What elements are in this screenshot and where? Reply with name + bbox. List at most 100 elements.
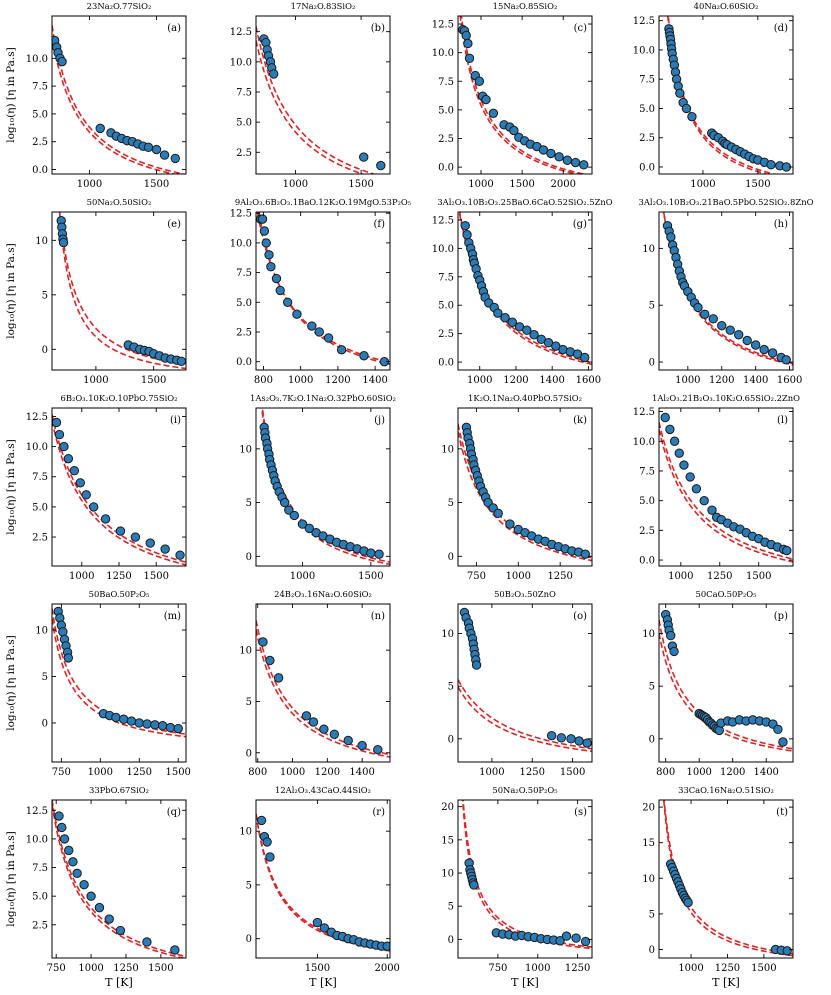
data-point (165, 722, 176, 733)
panel-s: 50Na₂O.50P₂O₅ (s) 750 1000 1250 0 5 10 15 20 T [K] (441, 785, 593, 989)
x-tick-label: 1200 (709, 375, 734, 386)
data-point (683, 897, 693, 908)
panel-label: (h) (774, 219, 788, 230)
x-tick-label: 2000 (551, 179, 576, 190)
x-tick-label: 2000 (374, 963, 399, 974)
x-tick-label: 1250 (106, 571, 131, 582)
fit-curve (458, 431, 592, 562)
data-point (469, 880, 479, 890)
data-point (570, 157, 581, 168)
data-point (580, 936, 591, 947)
data-point (546, 148, 556, 159)
data-point (314, 327, 324, 337)
x-tick-label: 1200 (315, 767, 340, 778)
panel-f: 9Al₂O₃.6B₂O₃.1BaO.12K₂O.19MgO.53P₂O₅ (f) 8… (230, 197, 412, 386)
data-point (159, 150, 170, 160)
data-point (374, 549, 384, 559)
x-tick-label: 1250 (520, 767, 545, 778)
x-tick-label: 1000 (506, 571, 531, 582)
panel-g: 3Al₂O₃.10B₂O₃.25BaO.6CaO.52SiO₂.5ZnO (g) 1… (432, 197, 613, 386)
data-point (130, 532, 141, 542)
data-point (493, 308, 503, 318)
x-tick-label: 1400 (362, 375, 387, 386)
data-point (68, 857, 78, 867)
panel-label: (i) (170, 415, 181, 426)
data-point (273, 673, 284, 683)
plot-frame (51, 407, 187, 567)
panel-label: (q) (167, 807, 181, 818)
panel-label: (k) (573, 415, 587, 426)
y-tick-label: 2.5 (236, 327, 252, 338)
x-tick-label: 800 (254, 375, 273, 386)
y-tick-label: 7.5 (236, 268, 252, 279)
y-axis-label: log₁₀(η) [η in Pa.s] (5, 831, 17, 927)
data-point (343, 735, 353, 746)
panel-label: (p) (774, 611, 788, 622)
y-tick-label: 0 (649, 734, 655, 745)
plot-frame (658, 211, 794, 371)
plot-frame (457, 799, 593, 959)
data-point (175, 550, 185, 560)
x-tick-label: 1000 (686, 767, 711, 778)
x-tick-label: 750 (47, 963, 66, 974)
y-tick-label: 7.5 (438, 77, 454, 88)
y-tick-label: 2.5 (32, 533, 48, 544)
data-point (357, 740, 367, 751)
data-point (265, 655, 275, 666)
data-point (750, 340, 761, 350)
data-point (69, 466, 80, 476)
data-point (54, 429, 65, 440)
panel-title: 50CaO.50P₂O₅ (696, 589, 758, 599)
data-point (297, 519, 308, 529)
data-point (271, 273, 282, 284)
x-tick-label: 1000 (668, 571, 693, 582)
data-point (307, 321, 317, 331)
fit-curve (58, 212, 186, 370)
x-tick-label: 1500 (141, 375, 166, 386)
y-tick-label: 10 (642, 244, 655, 255)
data-point (63, 453, 74, 464)
data-point (115, 526, 126, 536)
panel-title: 15Na₂O.85SiO₂ (493, 1, 558, 11)
data-point (505, 519, 515, 529)
data-point (319, 724, 329, 734)
y-tick-label: 10.0 (230, 57, 252, 68)
x-tick-label: 1250 (715, 963, 740, 974)
panel-j: 1As₂O₃.7K₂O.1Na₂O.32PbO.60SiO₂ (j) 1000 150… (239, 393, 396, 582)
y-tick-label: 12.5 (633, 16, 655, 27)
y-tick-label: 2.5 (236, 148, 252, 159)
y-tick-label: 0 (448, 552, 454, 563)
data-point (675, 88, 685, 98)
y-tick-label: 2.5 (32, 920, 48, 931)
x-tick-label: 750 (488, 963, 507, 974)
x-tick-label: 1500 (509, 179, 534, 190)
data-point (666, 232, 676, 242)
data-point (118, 714, 129, 724)
data-point (145, 538, 155, 548)
panel-t: 33CaO.16Na₂O.51SiO₂ (t) 1000 1250 1500 0 5 10 15… (642, 785, 794, 989)
x-tick-label: 1500 (305, 963, 330, 974)
panel-label: (j) (374, 415, 385, 426)
data-point (64, 845, 74, 856)
data-point (556, 733, 567, 743)
data-point (312, 917, 323, 928)
data-point (258, 637, 268, 647)
data-point (767, 348, 778, 358)
panel-title: 40Na₂O.60SiO₂ (694, 1, 759, 11)
y-tick-label: 0.0 (639, 162, 655, 173)
data-point (708, 314, 718, 324)
plot-frame (255, 15, 391, 175)
data-point (289, 510, 299, 521)
x-tick-label: 1000 (290, 571, 315, 582)
panel-label: (a) (167, 23, 181, 34)
x-tick-label: 1250 (707, 571, 732, 582)
fit-curve (662, 800, 793, 957)
data-point (782, 545, 792, 556)
x-axis-label: T [K] (105, 976, 133, 989)
plot-frame (255, 799, 391, 959)
x-tick-label: 1000 (675, 375, 700, 386)
x-tick-label: 1000 (283, 179, 308, 190)
panel-c: 15Na₂O.85SiO₂ (c) 1000 1500 2000 0.0 2.5 5.0 7.5… (432, 1, 593, 190)
panel-title: 50B₂O₃.50ZnO (494, 589, 556, 599)
y-tick-label: 5 (649, 909, 655, 920)
